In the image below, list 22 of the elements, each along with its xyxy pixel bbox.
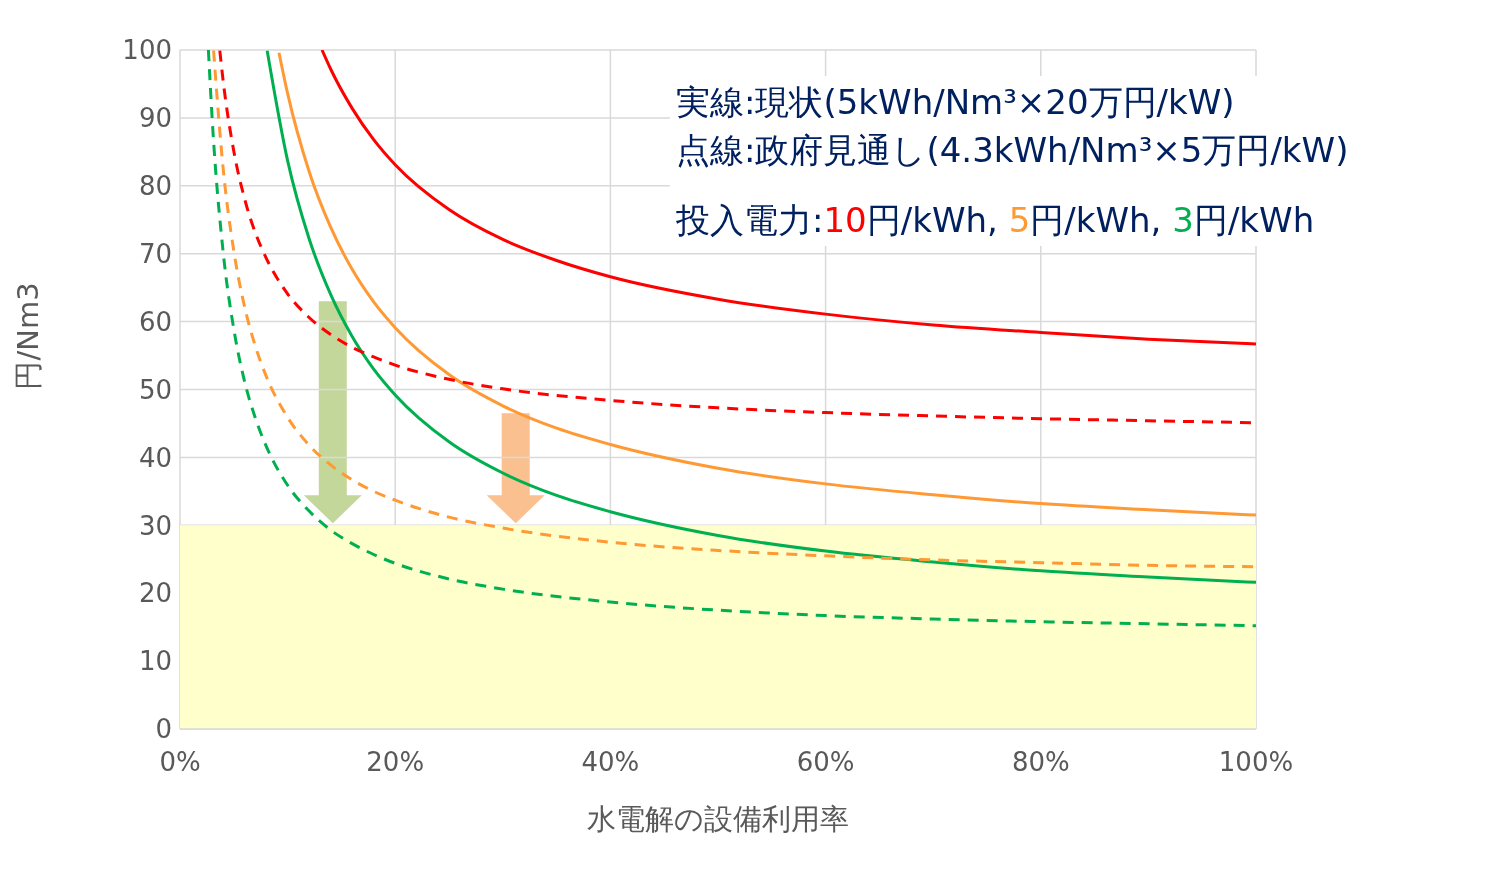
annotation: 実線:現状(5kWh/Nm³×20万円/kW)	[676, 81, 1236, 124]
y-tick-label: 30	[138, 510, 172, 541]
y-tick-label: 100	[122, 35, 172, 66]
y-axis-title: 円/Nm3	[11, 282, 46, 390]
y-tick-label: 60	[138, 306, 172, 337]
x-axis-title: 水電解の設備利用率	[587, 802, 849, 836]
x-tick-label: 80%	[1011, 747, 1070, 778]
y-tick-label: 70	[138, 238, 172, 269]
y-tick-label: 80	[138, 171, 172, 202]
y-tick-label: 0	[155, 714, 172, 745]
x-tick-label: 20%	[366, 747, 425, 778]
x-tick-label: 40%	[581, 747, 640, 778]
y-tick-label: 10	[138, 646, 172, 677]
annotation: 投入電力:10円/kWh, 5円/kWh, 3円/kWh	[676, 200, 1315, 240]
x-tick-label: 100%	[1218, 747, 1294, 778]
y-tick-label: 40	[138, 442, 172, 473]
x-tick-label: 60%	[796, 747, 855, 778]
y-tick-label: 90	[138, 103, 172, 134]
y-tick-label: 50	[138, 374, 172, 405]
x-tick-label: 0%	[159, 747, 201, 778]
annotation: 点線:政府見通し(4.3kWh/Nm³×5万円/kW)	[676, 129, 1349, 172]
y-tick-label: 20	[138, 578, 172, 609]
